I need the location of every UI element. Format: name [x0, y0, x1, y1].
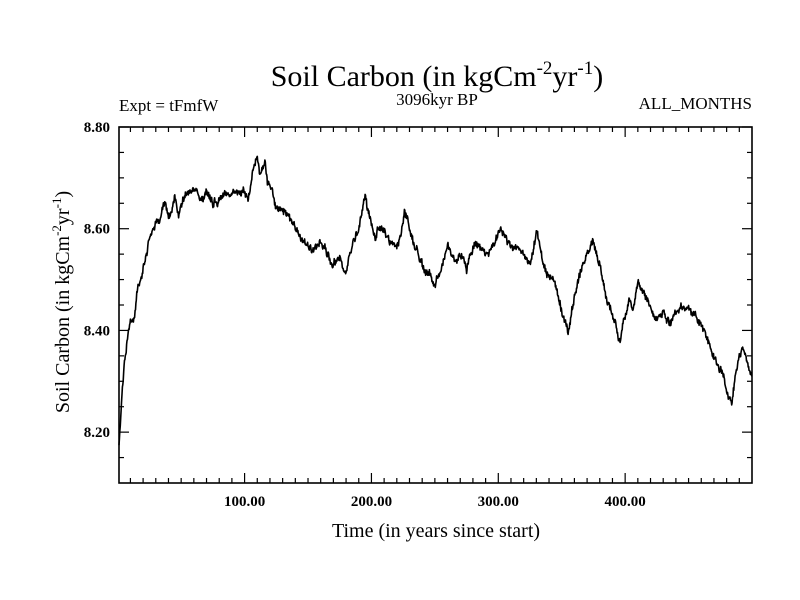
soil-carbon-series-line — [118, 155, 753, 446]
plot-frame — [118, 126, 753, 484]
y-tick-label: 8.40 — [84, 323, 110, 339]
x-axis-label: Time (in years since start) — [332, 520, 540, 542]
x-tick-label: 300.00 — [478, 494, 519, 510]
y-tick-label: 8.60 — [84, 222, 110, 238]
y-tick-label: 8.20 — [84, 425, 110, 441]
axis-ticks: 100.00 200.00 300.00 400.00 8.20 8.40 8.60 8.80 — [84, 120, 752, 510]
experiment-label: Expt = tFmfW — [119, 96, 219, 115]
months-label: ALL_MONTHS — [639, 94, 752, 113]
period-label: 3096kyr BP — [396, 90, 478, 109]
y-tick-label: 8.80 — [84, 120, 110, 136]
x-tick-label: 400.00 — [605, 494, 646, 510]
y-axis-label: Soil Carbon (in kgCm-2yr-1) — [49, 191, 74, 413]
chart-title: Soil Carbon (in kgCm-2yr-1) — [271, 58, 604, 93]
x-tick-label: 200.00 — [351, 494, 392, 510]
x-tick-label: 100.00 — [224, 494, 265, 510]
